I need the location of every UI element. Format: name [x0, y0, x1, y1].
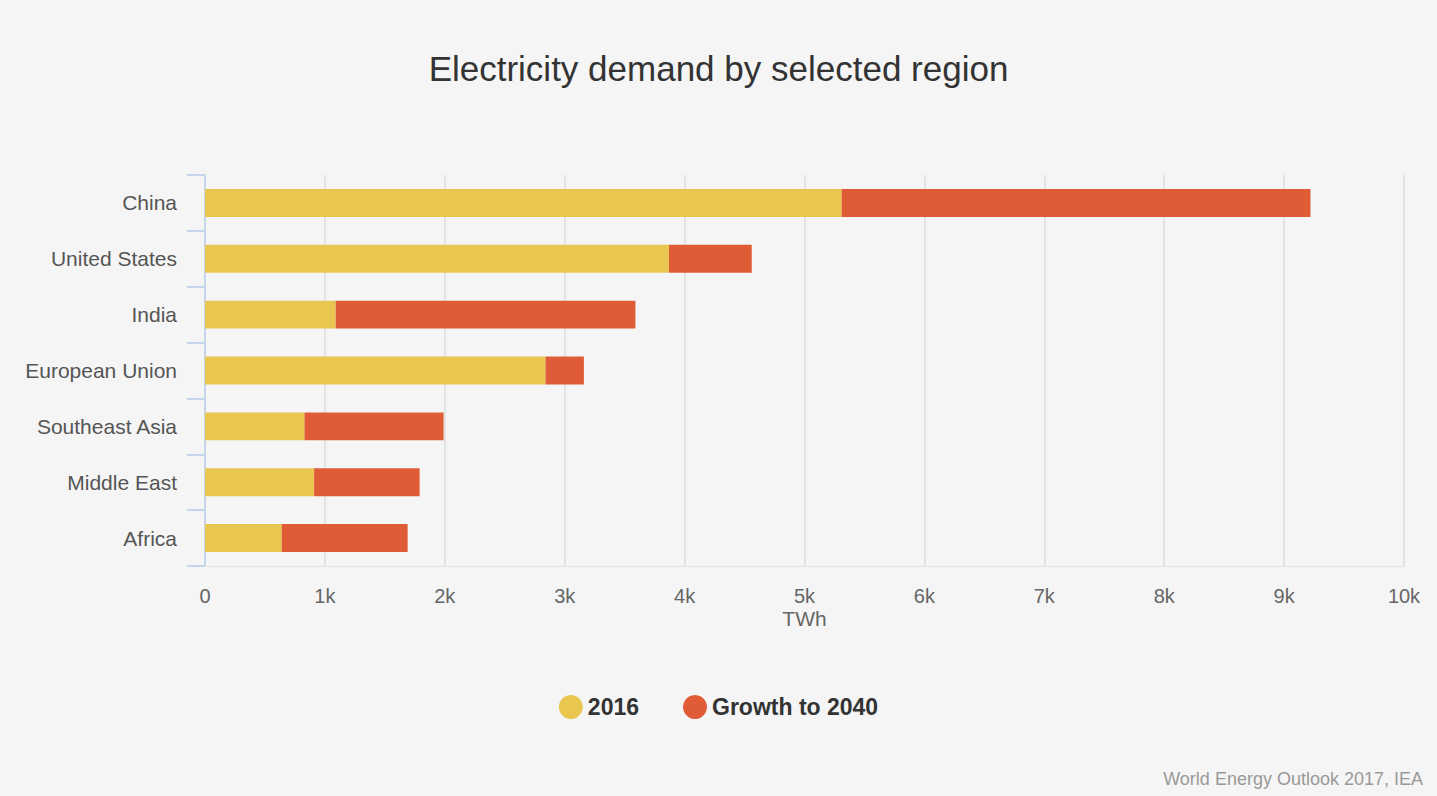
svg-text:3k: 3k	[554, 585, 576, 607]
svg-text:China: China	[122, 191, 177, 214]
svg-text:Africa: Africa	[123, 527, 177, 550]
svg-text:5k: 5k	[794, 585, 816, 607]
svg-text:Middle East: Middle East	[67, 471, 177, 494]
svg-text:World Energy Outlook 2017, IEA: World Energy Outlook 2017, IEA	[1163, 769, 1423, 789]
svg-text:Growth to 2040: Growth to 2040	[712, 694, 878, 720]
svg-text:Southeast Asia: Southeast Asia	[37, 415, 177, 438]
svg-text:European Union: European Union	[25, 359, 177, 382]
svg-text:10k: 10k	[1388, 585, 1421, 607]
svg-text:0: 0	[199, 585, 210, 607]
svg-text:9k: 9k	[1274, 585, 1296, 607]
svg-text:2016: 2016	[588, 694, 639, 720]
svg-text:Electricity demand by selected: Electricity demand by selected region	[429, 49, 1009, 88]
svg-text:4k: 4k	[674, 585, 696, 607]
svg-text:1k: 1k	[314, 585, 336, 607]
svg-text:2k: 2k	[434, 585, 456, 607]
svg-text:United States: United States	[51, 247, 177, 270]
svg-text:6k: 6k	[914, 585, 936, 607]
svg-text:7k: 7k	[1034, 585, 1056, 607]
svg-text:8k: 8k	[1154, 585, 1176, 607]
svg-text:India: India	[131, 303, 177, 326]
svg-text:TWh: TWh	[782, 607, 826, 630]
